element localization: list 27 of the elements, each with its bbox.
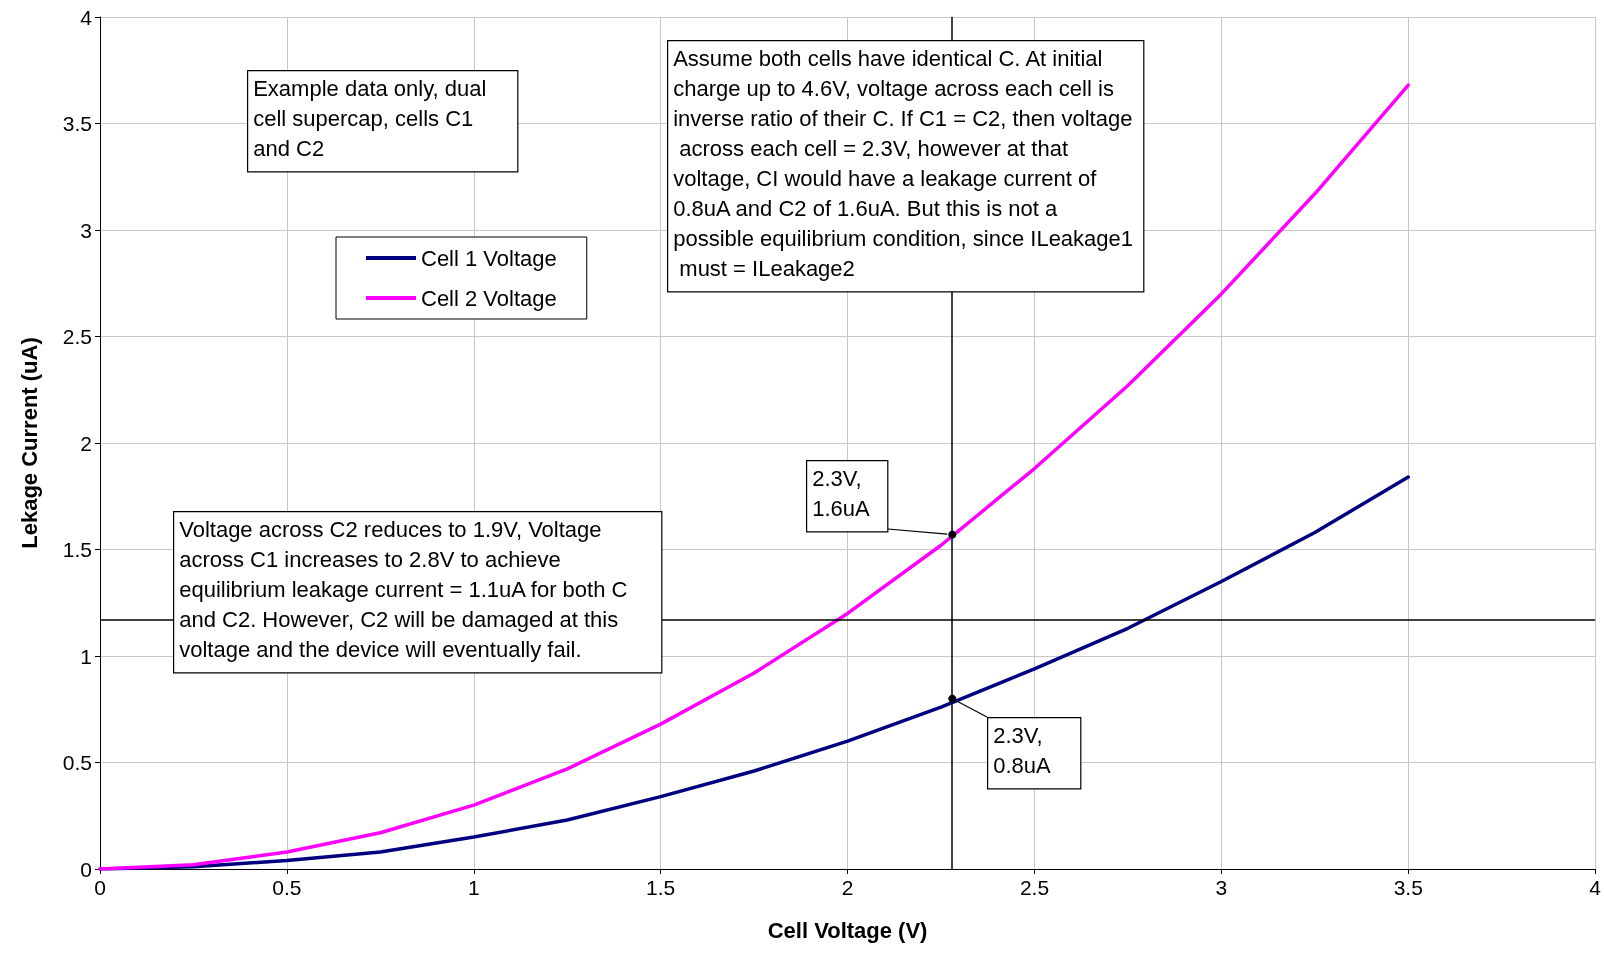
y-tick-label: 1.5 (62, 538, 92, 561)
annotation: Voltage across C2 reduces to 1.9V, Voltage across C1 increases to 2.8V to achieve equilibrium leakage current = 1.1uA for both C and C2. However, C2 will be damaged at this voltage and the device will eventually fail. (179, 516, 634, 662)
y-tick-label: 1 (80, 644, 92, 668)
annotation: Example data only, dual cell supercap, cells C1 and C2 (253, 75, 493, 161)
y-tick-label: 2 (80, 431, 92, 455)
y-tick-label: 0 (80, 857, 92, 881)
y-axis-title: Lekage Current (uA) (16, 337, 42, 549)
x-tick-label: 0 (94, 876, 106, 899)
y-tick-label: 0.5 (62, 751, 92, 774)
y-tick-label: 2.5 (62, 325, 92, 348)
x-tick-label: 3.5 (1393, 876, 1423, 899)
x-tick-label: 3 (1215, 876, 1228, 899)
x-tick-label: 2 (841, 876, 854, 899)
y-tick-label: 3 (80, 218, 92, 242)
annotation: 2.3V, 1.6uA (812, 465, 871, 521)
x-tick-label: 0.5 (272, 876, 302, 899)
x-tick-label: 2.5 (1019, 876, 1050, 899)
x-tick-label: 1 (467, 876, 480, 899)
x-axis-title: Cell Voltage (V) (767, 917, 928, 943)
annotation: Assume both cells have identical C. At initial charge up to 4.6V, voltage across each cell is inverse ratio of their C. If C1 = C2, then voltage across each cell = 2.3V, however at that voltage, CI would have a leakage current of 0.8uA and C2 of 1.6uA. But this is not a possible equilibrium condition, since ILeakage1 must = ILeakage2 (673, 45, 1134, 281)
legend-label: Cell 2 Voltage (421, 285, 557, 311)
y-tick-label: 4 (80, 5, 93, 29)
y-tick-label: 3.5 (62, 112, 92, 135)
legend-label: Cell 1 Voltage (421, 245, 557, 271)
x-tick-label: 4 (1589, 876, 1602, 899)
annotation: 2.3V, 0.8uA (993, 722, 1052, 778)
x-tick-label: 1.5 (646, 876, 676, 899)
